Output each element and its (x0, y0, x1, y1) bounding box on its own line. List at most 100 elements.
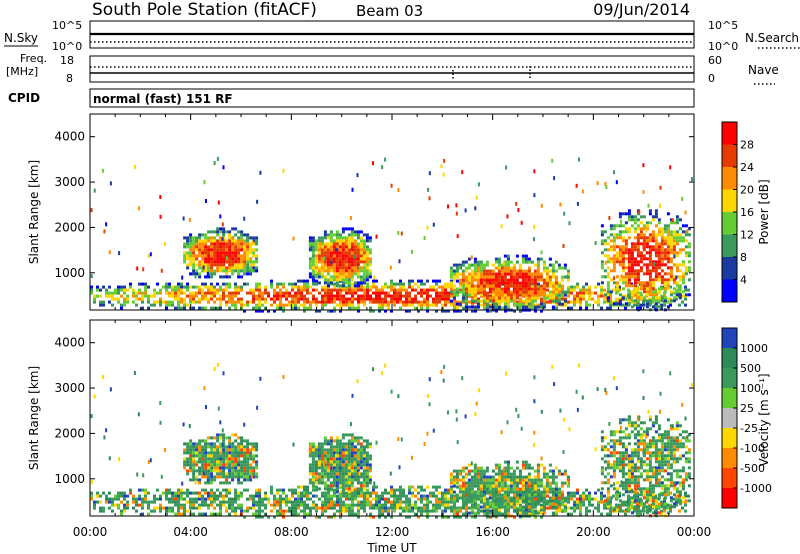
power-cell (204, 291, 207, 295)
velocity-cell (449, 490, 453, 494)
power-cell (545, 296, 549, 300)
velocity-cell (246, 445, 250, 449)
power-cell (324, 294, 327, 298)
power-cell (303, 279, 306, 283)
power-cell (539, 275, 543, 279)
power-cell (615, 281, 619, 285)
power-cell (324, 297, 327, 301)
power-cell (347, 278, 351, 282)
velocity-cell (615, 506, 618, 510)
velocity-cell (228, 460, 232, 464)
power-cell (311, 269, 315, 273)
power-cell (105, 291, 108, 295)
power-cell (204, 266, 208, 270)
velocity-cell (330, 506, 333, 510)
velocity-cell (341, 451, 345, 455)
velocity-cell (588, 494, 591, 498)
power-cell (527, 296, 531, 300)
velocity-cell (621, 509, 624, 513)
power-cell (458, 278, 462, 282)
velocity-cell (348, 506, 351, 510)
power-cell (503, 260, 507, 264)
power-cell (219, 260, 223, 264)
velocity-cell (341, 469, 345, 473)
power-cell (627, 260, 631, 264)
power-cell (365, 272, 369, 276)
power-cell (561, 297, 564, 301)
power-cell (399, 279, 402, 283)
power-cell (114, 288, 117, 292)
velocity-cell (246, 442, 250, 446)
power-cell (597, 282, 600, 286)
power-cell (551, 296, 555, 300)
power-cell (365, 257, 369, 261)
power-cell (486, 294, 489, 298)
velocity-cell (311, 478, 315, 482)
power-cell (103, 229, 106, 234)
velocity-cell (165, 509, 168, 513)
velocity-cell (291, 494, 294, 498)
power-cell (252, 291, 255, 295)
power-cell (350, 236, 354, 240)
velocity-cell (362, 463, 366, 467)
power-cell (381, 288, 384, 292)
power-cell (560, 302, 564, 306)
velocity-cell (189, 460, 193, 464)
power-cell (252, 300, 255, 304)
power-cell (387, 291, 390, 295)
power-cell (521, 287, 525, 291)
velocity-cell (308, 454, 312, 458)
velocity-cell (225, 448, 229, 452)
velocity-cell (195, 491, 198, 495)
power-cell (252, 239, 256, 243)
velocity-cell (213, 494, 216, 498)
power-cell (651, 284, 655, 288)
velocity-cell (159, 494, 162, 498)
power-cell (564, 297, 567, 301)
velocity-cell (150, 500, 153, 504)
velocity-cell (393, 506, 396, 510)
velocity-cell (387, 506, 390, 510)
power-cell (181, 275, 184, 280)
power-cell (261, 303, 264, 307)
velocity-cell (579, 500, 582, 504)
power-cell (524, 296, 528, 300)
velocity-cell (426, 497, 429, 501)
power-cell (527, 275, 531, 279)
velocity-cell (228, 488, 231, 492)
power-cell (521, 305, 525, 309)
power-cell (576, 282, 579, 286)
power-cell (329, 278, 333, 282)
power-cell (447, 297, 450, 301)
velocity-cell (482, 502, 486, 506)
power-cell (548, 278, 552, 282)
velocity-cell (186, 457, 190, 461)
velocity-cell (222, 500, 225, 504)
power-cell (524, 281, 528, 285)
velocity-cell (183, 509, 186, 513)
power-cell (684, 297, 687, 301)
power-cell (470, 287, 474, 291)
power-cell (366, 291, 369, 295)
power-cell (353, 255, 356, 259)
power-cell (333, 294, 336, 298)
power-cell (554, 299, 558, 303)
power-cell (467, 263, 471, 267)
power-cell (497, 260, 501, 264)
power-cell (329, 236, 333, 240)
velocity-cell (609, 503, 612, 507)
velocity-cell (144, 491, 147, 495)
power-cell (326, 269, 330, 273)
velocity-cell (192, 506, 195, 510)
power-cell (261, 294, 264, 298)
power-cell (362, 269, 366, 273)
velocity-cell (216, 512, 219, 516)
power-cell (180, 297, 183, 301)
velocity-cell (204, 463, 208, 467)
velocity-cell (486, 500, 489, 504)
velocity-cell (639, 509, 642, 513)
velocity-cell (237, 469, 241, 473)
power-cell (458, 302, 462, 306)
power-cell (252, 248, 256, 252)
velocity-cell (219, 500, 222, 504)
